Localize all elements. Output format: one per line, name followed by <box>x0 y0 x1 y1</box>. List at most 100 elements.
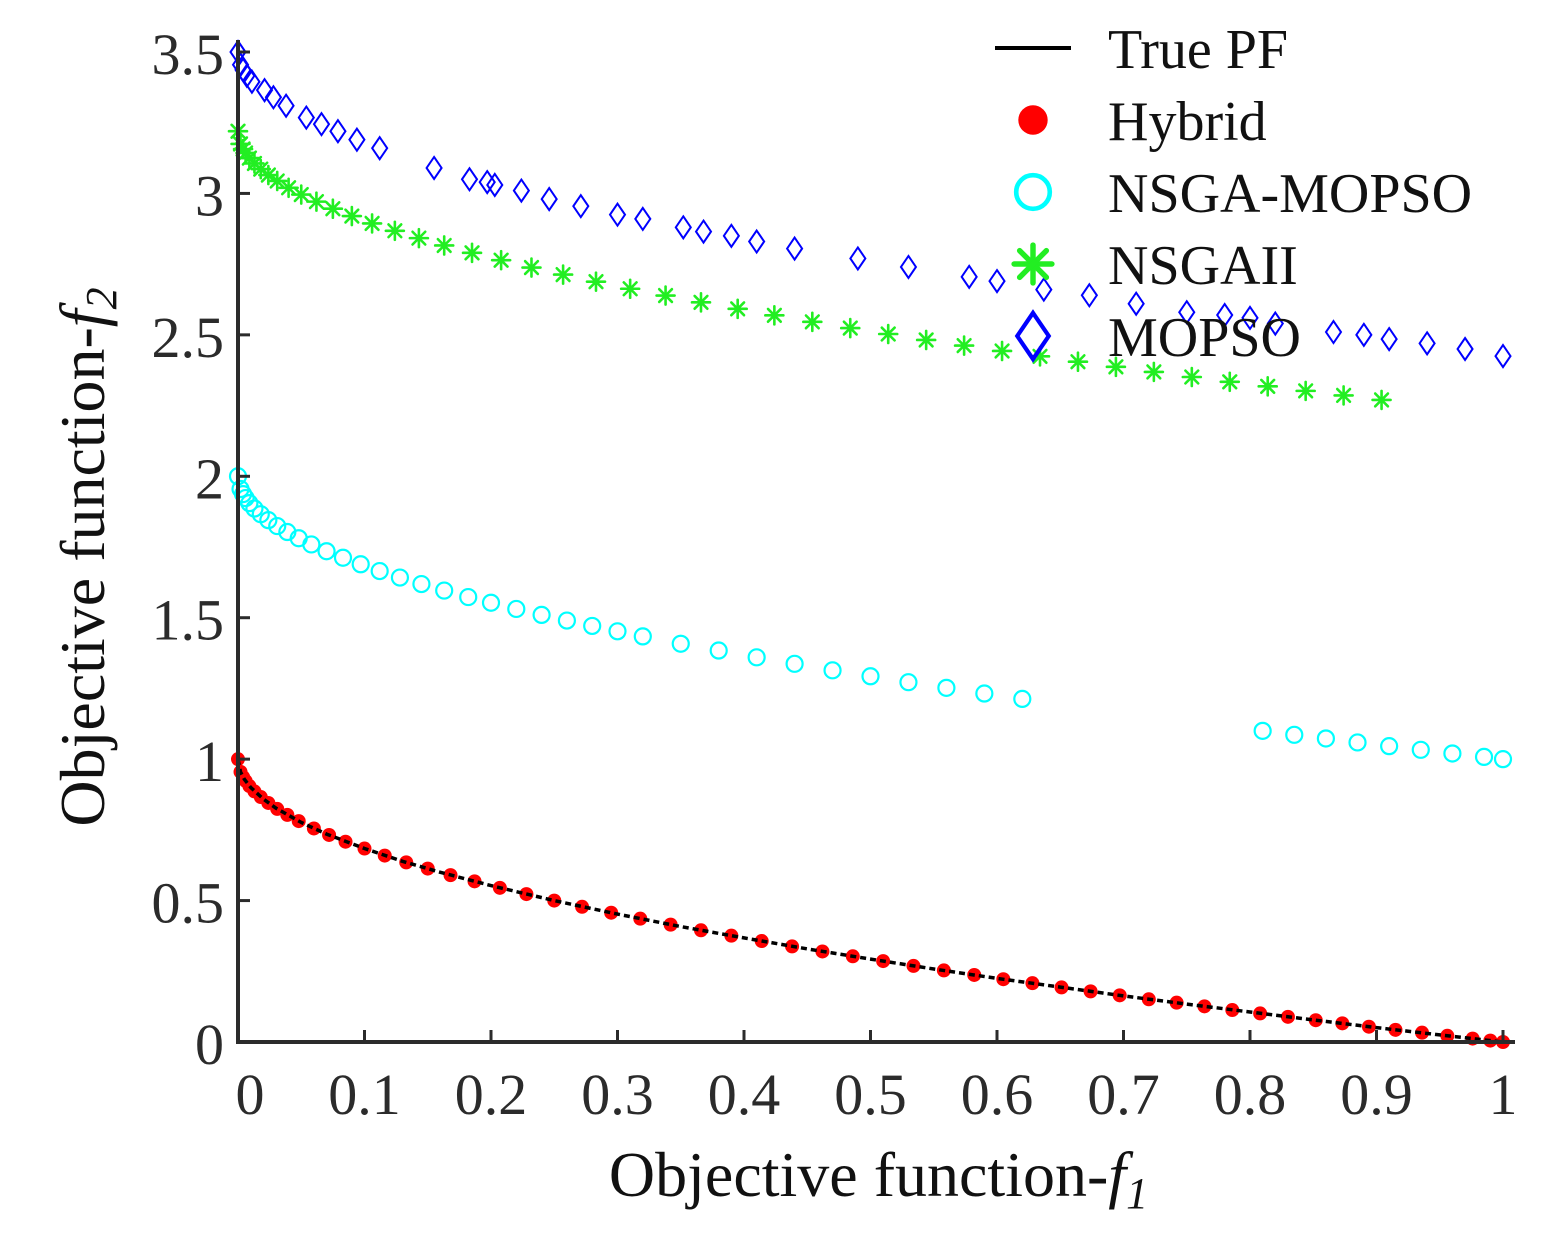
data-point-mopso <box>540 186 558 212</box>
data-point-mopso <box>1324 319 1343 345</box>
legend-swatch-nsga-mopso <box>1013 172 1053 212</box>
data-point-mopso <box>478 169 496 195</box>
legend-swatch-mopso <box>1014 309 1052 363</box>
legend-label: NSGAII <box>1108 235 1298 297</box>
x-tick-label: 0.8 <box>1214 1062 1287 1127</box>
data-point-nsga-mopso <box>1411 740 1430 759</box>
series-mopso <box>229 39 1512 369</box>
data-point-mopso <box>277 92 295 119</box>
data-point-nsga-mopso <box>1348 733 1367 752</box>
legend-label: Hybrid <box>1108 91 1267 153</box>
data-point-hybrid <box>306 821 321 836</box>
data-point-mopso <box>486 172 504 198</box>
x-tick-label: 0.1 <box>328 1062 401 1127</box>
legend-entry-mopso: MOPSO <box>1014 307 1301 369</box>
data-point-nsga-mopso <box>671 634 690 653</box>
data-point-nsgaii <box>306 191 327 212</box>
x-tick-label: 1 <box>1489 1062 1518 1127</box>
data-point-nsgaii <box>1181 366 1203 388</box>
data-point-hybrid <box>663 917 678 932</box>
data-point-mopso <box>243 68 261 95</box>
data-point-nsga-mopso <box>1285 725 1304 744</box>
y-axis-label-sub: 2 <box>77 287 126 309</box>
data-point-mopso <box>1178 299 1196 326</box>
series-nsgaii <box>227 120 1392 411</box>
data-point-nsga-mopso <box>975 684 994 703</box>
data-point-hybrid <box>1308 1013 1323 1028</box>
data-point-nsga-mopso <box>435 581 454 600</box>
data-point-hybrid <box>633 911 648 926</box>
data-point-mopso <box>297 104 316 131</box>
data-point-mopso <box>370 135 389 161</box>
data-point-nsgaii <box>585 271 607 292</box>
data-point-nsga-mopso <box>899 673 918 692</box>
y-axis-label-main: Objective function- <box>47 327 118 826</box>
data-point-nsgaii <box>1067 351 1089 373</box>
series-true-pf <box>236 758 1504 1044</box>
data-point-nsga-mopso <box>302 535 321 554</box>
data-point-nsga-mopso <box>370 561 389 581</box>
data-point-mopso <box>1080 282 1099 309</box>
series-nsga-mopso <box>228 467 1513 769</box>
data-point-mopso <box>1241 305 1259 331</box>
data-point-nsga-mopso <box>1380 737 1399 756</box>
data-point-nsgaii <box>915 329 937 351</box>
y-tick-label: 3 <box>195 163 224 228</box>
y-tick-label: 3.5 <box>152 22 225 87</box>
data-point-mopso <box>329 118 347 144</box>
data-point-nsgaii <box>408 227 430 249</box>
data-point-nsga-mopso <box>1474 747 1494 766</box>
axes: 0 0.1 0.2 0.3 0.4 0.5 0.6 0.7 0.8 0.9 1 0 0.5 1 1.5 2 2.… <box>47 22 1518 1218</box>
data-point-hybrid <box>575 899 590 914</box>
data-point-nsgaii <box>1333 385 1354 406</box>
data-point-nsgaii <box>1371 389 1392 411</box>
legend-swatch-hybrid <box>1018 105 1048 135</box>
x-tick-label: 0 <box>236 1062 265 1127</box>
y-axis-label: Objective function-f2 <box>47 287 126 826</box>
data-point-hybrid <box>724 928 739 943</box>
data-point-hybrid <box>547 893 562 908</box>
data-point-nsga-mopso <box>633 627 652 646</box>
x-tick-label: 0.4 <box>708 1062 781 1127</box>
data-point-mopso <box>785 235 804 262</box>
data-point-mopso <box>1355 322 1373 348</box>
data-point-nsga-mopso <box>937 678 956 697</box>
data-point-nsgaii <box>433 235 455 256</box>
data-point-nsgaii <box>258 164 279 186</box>
data-point-hybrid <box>467 874 482 889</box>
data-point-mopso <box>1215 302 1234 328</box>
data-point-mopso <box>425 155 443 181</box>
data-point-mopso <box>988 268 1006 294</box>
data-point-hybrid <box>420 861 435 876</box>
data-point-mopso <box>264 84 283 111</box>
x-tick-label: 0.6 <box>961 1062 1034 1127</box>
data-point-hybrid <box>1197 999 1212 1014</box>
y-tick-label: 1.5 <box>152 588 225 653</box>
data-point-mopso <box>634 206 652 232</box>
data-point-hybrid <box>1335 1016 1350 1031</box>
data-point-nsgaii <box>341 205 363 227</box>
data-point-mopso <box>722 223 741 249</box>
data-point-nsga-mopso <box>481 593 501 612</box>
y-tick-label: 2.5 <box>152 305 225 370</box>
data-point-nsga-mopso <box>1013 689 1032 708</box>
x-axis-label-sub: 1 <box>1126 1169 1148 1218</box>
data-point-nsga-mopso <box>785 654 804 673</box>
data-point-mopso <box>1127 290 1145 317</box>
data-point-nsga-mopso <box>861 667 880 686</box>
data-point-nsga-mopso <box>233 485 253 504</box>
data-point-nsga-mopso <box>240 494 259 513</box>
data-point-nsga-mopso <box>317 542 336 561</box>
y-tick-label: 2 <box>195 446 224 511</box>
data-point-nsgaii <box>461 242 483 264</box>
data-point-nsgaii <box>764 305 785 326</box>
legend: True PF Hybrid NSGA-MOPSO NSGAII MOPSO <box>995 19 1472 369</box>
data-point-nsga-mopso <box>823 661 842 680</box>
data-point-nsga-mopso <box>557 611 577 630</box>
data-point-nsgaii <box>552 264 574 285</box>
data-point-nsga-mopso <box>1316 729 1336 748</box>
data-point-nsgaii <box>690 292 712 313</box>
data-point-mopso <box>1380 326 1398 352</box>
data-point-nsgaii <box>991 340 1013 362</box>
